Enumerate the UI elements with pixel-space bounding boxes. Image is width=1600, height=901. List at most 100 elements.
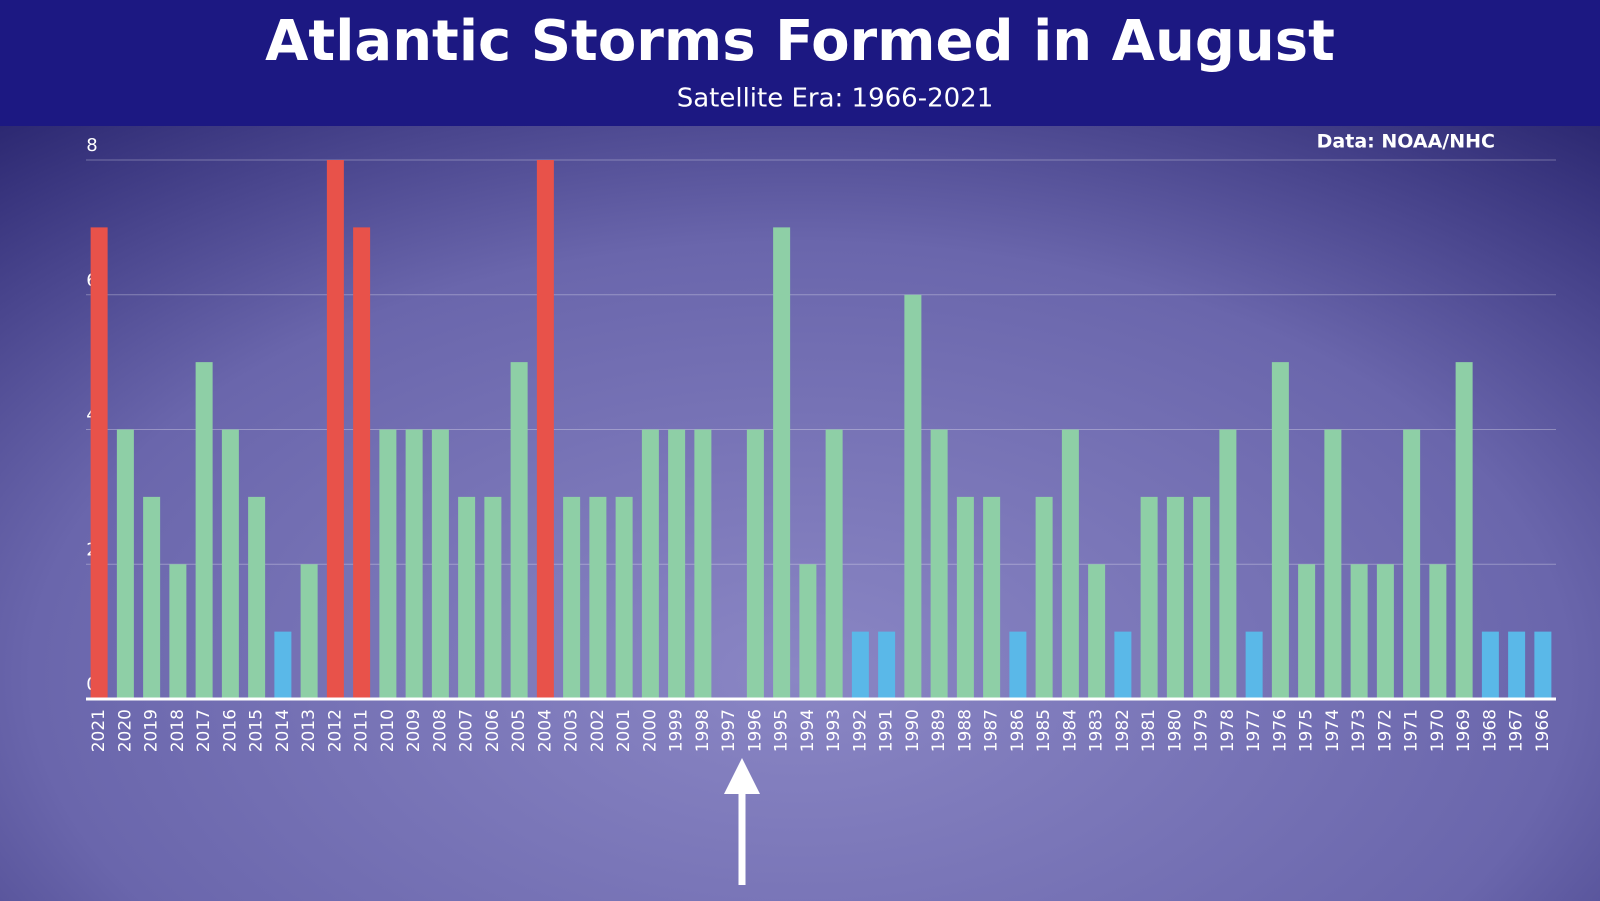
x-tick-label: 2002	[588, 709, 608, 752]
bar	[615, 496, 633, 699]
x-tick-label: 2018	[168, 709, 188, 752]
chart-subtitle: Satellite Era: 1966-2021	[677, 84, 994, 114]
bar	[90, 227, 108, 699]
bar	[930, 429, 948, 699]
bar	[1061, 429, 1079, 699]
x-tick-label: 1979	[1192, 709, 1212, 752]
x-tick-label: 2003	[562, 709, 582, 752]
x-tick-label: 1988	[955, 709, 975, 752]
bar	[1324, 429, 1342, 699]
x-tick-label: 2011	[352, 709, 372, 752]
bar	[563, 496, 581, 699]
x-tick-label: 1980	[1165, 709, 1185, 752]
bar	[458, 496, 476, 699]
x-tick-label: 1985	[1034, 709, 1054, 752]
x-tick-label: 1976	[1270, 709, 1290, 752]
bar	[668, 429, 686, 699]
bar	[510, 362, 528, 699]
x-tick-label: 1978	[1218, 709, 1238, 752]
x-tick-label: 2014	[273, 709, 293, 752]
x-tick-label: 1969	[1454, 709, 1474, 752]
bar	[405, 429, 423, 699]
bar	[169, 564, 187, 699]
x-tick-label: 1999	[667, 709, 687, 752]
x-tick-label: 2005	[509, 709, 529, 752]
bar	[248, 496, 266, 699]
bar	[825, 429, 843, 699]
x-tick-label: 2015	[247, 709, 267, 752]
x-tick-label: 1968	[1480, 709, 1500, 752]
x-tick-label: 1991	[877, 709, 897, 752]
bar	[1403, 429, 1421, 699]
x-tick-label: 2007	[457, 709, 477, 752]
x-tick-label: 2008	[430, 709, 450, 752]
x-tick-label: 1983	[1087, 709, 1107, 752]
x-tick-label: 1990	[903, 709, 923, 752]
x-tick-label: 1972	[1375, 709, 1395, 752]
bar	[1219, 429, 1237, 699]
bar	[1534, 631, 1552, 699]
bar	[956, 496, 974, 699]
x-tick-label: 1998	[693, 709, 713, 752]
bar	[1298, 564, 1316, 699]
source-note: Data: NOAA/NHC	[1317, 131, 1495, 153]
x-tick-label: 2010	[378, 709, 398, 752]
x-tick-label: 2004	[535, 709, 555, 752]
x-tick-label: 2017	[194, 709, 214, 752]
bar	[641, 429, 659, 699]
bar	[1376, 564, 1394, 699]
x-tick-label: 1986	[1008, 709, 1028, 752]
bar	[1455, 362, 1473, 699]
bar	[1271, 362, 1289, 699]
bar	[773, 227, 791, 699]
bar	[274, 631, 292, 699]
x-tick-label: 1974	[1323, 709, 1343, 752]
bar	[851, 631, 869, 699]
bar	[1114, 631, 1132, 699]
x-tick-label: 2021	[89, 709, 109, 752]
chart-title: Atlantic Storms Formed in August	[265, 9, 1335, 74]
y-tick-label: 8	[86, 135, 97, 156]
bar	[1035, 496, 1053, 699]
x-tick-label: 2020	[115, 709, 135, 752]
bar	[1245, 631, 1263, 699]
x-tick-label: 1966	[1533, 709, 1553, 752]
x-tick-label: 1987	[982, 709, 1002, 752]
x-tick-label: 1994	[798, 709, 818, 752]
x-tick-label: 1993	[824, 709, 844, 752]
bar	[1350, 564, 1368, 699]
x-tick-label: 1970	[1428, 709, 1448, 752]
bar	[353, 227, 371, 699]
bar	[1193, 496, 1211, 699]
bar	[300, 564, 318, 699]
x-tick-label: 1982	[1113, 709, 1133, 752]
bar	[221, 429, 239, 699]
x-tick-label: 1984	[1060, 709, 1080, 752]
bar	[878, 631, 896, 699]
x-tick-label: 2019	[142, 709, 162, 752]
bar	[694, 429, 712, 699]
bar	[484, 496, 502, 699]
x-tick-label: 1995	[772, 709, 792, 752]
bar	[1166, 496, 1184, 699]
bar	[195, 362, 213, 699]
x-tick-label: 1992	[850, 709, 870, 752]
bar	[143, 496, 161, 699]
x-tick-label: 2000	[640, 709, 660, 752]
x-tick-label: 2016	[220, 709, 240, 752]
bar	[983, 496, 1001, 699]
bar	[116, 429, 134, 699]
bar	[1481, 631, 1499, 699]
header	[0, 0, 1600, 126]
x-tick-label: 1989	[929, 709, 949, 752]
bar	[379, 429, 397, 699]
x-tick-label: 2009	[404, 709, 424, 752]
bar	[1009, 631, 1027, 699]
arrow	[724, 758, 760, 885]
x-tick-label: 2001	[614, 709, 634, 752]
bar	[431, 429, 449, 699]
x-tick-label: 1975	[1297, 709, 1317, 752]
bar	[904, 294, 922, 699]
x-tick-label: 2013	[299, 709, 319, 752]
